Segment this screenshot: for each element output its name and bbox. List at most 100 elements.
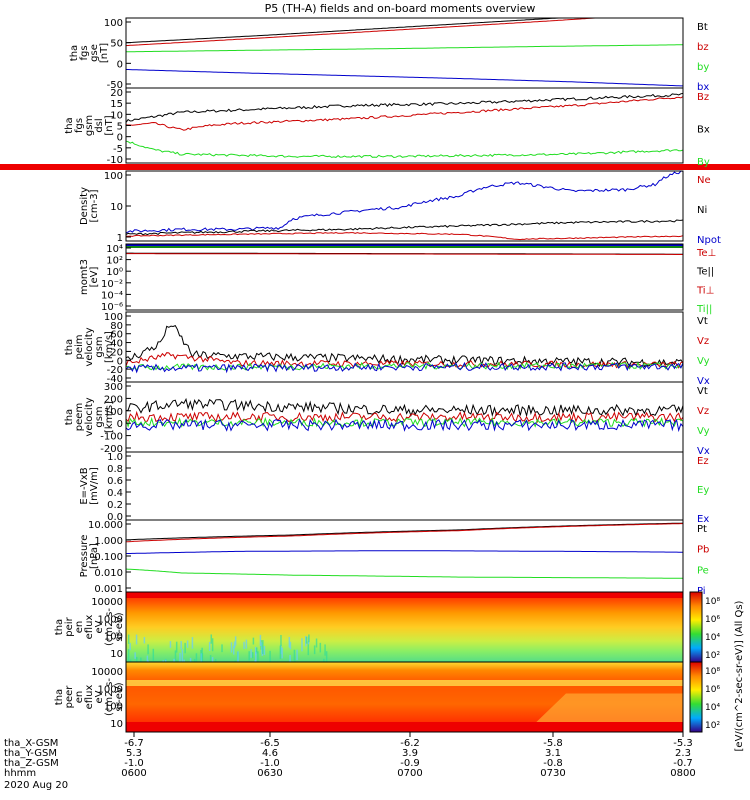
series-pi-line xyxy=(125,550,683,555)
spectrogram-pixel xyxy=(184,642,186,654)
ephemeris-label: tha_Y-GSM xyxy=(4,748,57,759)
y-tick-label: 5 xyxy=(117,122,123,133)
y-axis-label: [cm-3] xyxy=(89,189,100,222)
ephemeris-table: tha_X-GSM -6.7 -6.5 -6.2 -5.8 -5.3 tha_Y-GSM 5.… xyxy=(4,732,696,791)
y-tick-label: 20 xyxy=(110,347,123,358)
date-label: 2020 Aug 20 xyxy=(4,780,68,791)
y-tick-label: 1000 xyxy=(98,614,123,625)
spectrogram-pixel xyxy=(179,652,181,665)
legend-label: Vz xyxy=(697,406,709,417)
y-tick-label: 0 xyxy=(117,356,123,367)
y-tick-label: 1 xyxy=(117,233,123,244)
y-tick-label: -20 xyxy=(107,365,123,376)
ephemeris-value: -1.0 xyxy=(260,758,280,769)
y-tick-label: 100 xyxy=(104,171,123,182)
y-tick-label: -100 xyxy=(100,432,123,443)
y-tick-label: 20 xyxy=(110,88,123,99)
spectrogram-pixel xyxy=(147,644,149,655)
colorbar: 10⁸ 10⁶ 10⁴ 10² xyxy=(689,591,720,663)
y-axis-label: gse xyxy=(89,44,100,62)
legend-label: bx xyxy=(697,82,709,93)
y-tick-label: 10 xyxy=(110,110,123,121)
legend-label: Vy xyxy=(697,356,710,367)
y-axis-label: [nT] xyxy=(99,43,110,63)
series-vy-line xyxy=(125,416,684,429)
y-axis-label: tha xyxy=(64,409,75,425)
spectrogram-pixel xyxy=(262,640,264,655)
panel-fgs: tha fgs gse [nT] 100 50 0 -50 Bt bz by bx xyxy=(69,17,709,93)
y-axis-label: dsl xyxy=(94,118,105,132)
legend-label: Vt xyxy=(697,316,708,327)
series-bz-line xyxy=(125,96,684,131)
y-axis-label: sr-eV) xyxy=(114,682,125,711)
y-tick-label: 10 xyxy=(110,719,123,730)
spectrogram-pixel xyxy=(243,641,245,650)
spectrogram-pixel xyxy=(237,651,239,665)
spectrogram-pixel xyxy=(255,651,257,663)
legend-label: by xyxy=(697,62,709,73)
legend-label: Ti|| xyxy=(696,304,712,315)
y-tick-label: 0.001 xyxy=(94,584,123,595)
series-bx-line xyxy=(126,69,683,87)
spectrogram-pixel xyxy=(134,652,136,659)
spectrogram-pixel xyxy=(250,649,252,658)
colorbar-tick-label: 10⁶ xyxy=(705,685,720,695)
ephemeris-value: -5.3 xyxy=(673,738,693,749)
y-axis-label: fgs xyxy=(74,118,85,133)
y-axis-label: [eV] xyxy=(89,267,100,288)
spectrogram-pixel xyxy=(146,655,149,664)
y-axis-label: [nPa] xyxy=(89,543,100,569)
spectrogram-pixel xyxy=(209,655,212,663)
y-tick-label: 100 xyxy=(104,632,123,643)
colorbar-tick-label: 10⁶ xyxy=(705,615,720,625)
panel-frame xyxy=(125,243,684,311)
spectrogram-pixel xyxy=(232,645,235,655)
series-vt-line xyxy=(125,324,684,368)
y-tick-label: 100 xyxy=(104,407,123,418)
legend-label: Vz xyxy=(697,336,709,347)
spectrogram-pixel xyxy=(135,634,138,645)
ephemeris-value: -1.0 xyxy=(124,758,144,769)
y-tick-label: 40 xyxy=(110,339,123,350)
y-tick-label: -10 xyxy=(107,155,123,166)
y-tick-label: -50 xyxy=(107,80,123,91)
panel-frame xyxy=(125,661,684,733)
spectrogram-pixel xyxy=(301,638,303,652)
legend-label: Vx xyxy=(697,376,710,387)
series-bx-line xyxy=(125,92,684,123)
spectrogram-pixel xyxy=(221,644,223,653)
y-tick-label: 10⁻⁴ xyxy=(101,290,123,301)
colorbar-scale xyxy=(689,591,703,663)
y-tick-label: 10⁰ xyxy=(106,267,123,278)
spectrogram-pixel xyxy=(279,645,282,660)
spectrogram-pixel xyxy=(211,657,214,665)
ephemeris-value: -6.2 xyxy=(400,738,420,749)
ephemeris-value: 2.3 xyxy=(675,748,691,759)
spectrogram-pixel xyxy=(308,634,310,643)
spectrogram-pixel xyxy=(257,651,259,663)
y-tick-label: 10 xyxy=(110,202,123,213)
y-tick-label: 0.0 xyxy=(107,512,123,523)
spectrogram-pixel xyxy=(230,642,233,653)
y-tick-label: 1.0 xyxy=(107,452,123,463)
y-axis-label: Density xyxy=(79,187,90,225)
series-pe-line xyxy=(125,568,683,579)
ephemeris-label: tha_X-GSM xyxy=(4,738,58,749)
legend-label: Bt xyxy=(697,22,708,33)
y-axis-label: tha xyxy=(54,689,65,705)
spectrogram-pixel xyxy=(127,649,130,662)
y-axis-label: tha xyxy=(64,117,75,133)
spectrogram-pixel xyxy=(255,647,258,654)
legend-label: Bx xyxy=(697,125,710,136)
y-axis-label: Pressure xyxy=(79,535,90,578)
y-tick-label: 0 xyxy=(117,419,123,430)
colorbar-label: [eV/(cm^2-sec-sr-eV)] (All Qs) xyxy=(734,600,745,751)
legend-label: Ti⊥ xyxy=(696,285,714,296)
series-vt-line xyxy=(125,397,684,418)
spectrogram-pixel xyxy=(234,636,237,646)
spectrogram-pixel xyxy=(248,651,250,661)
spectrogram-pixel xyxy=(180,641,182,650)
colorbar-tick-label: 10² xyxy=(705,721,720,731)
spectrogram-pixel xyxy=(315,638,318,648)
y-axis-label: tha xyxy=(64,339,75,355)
